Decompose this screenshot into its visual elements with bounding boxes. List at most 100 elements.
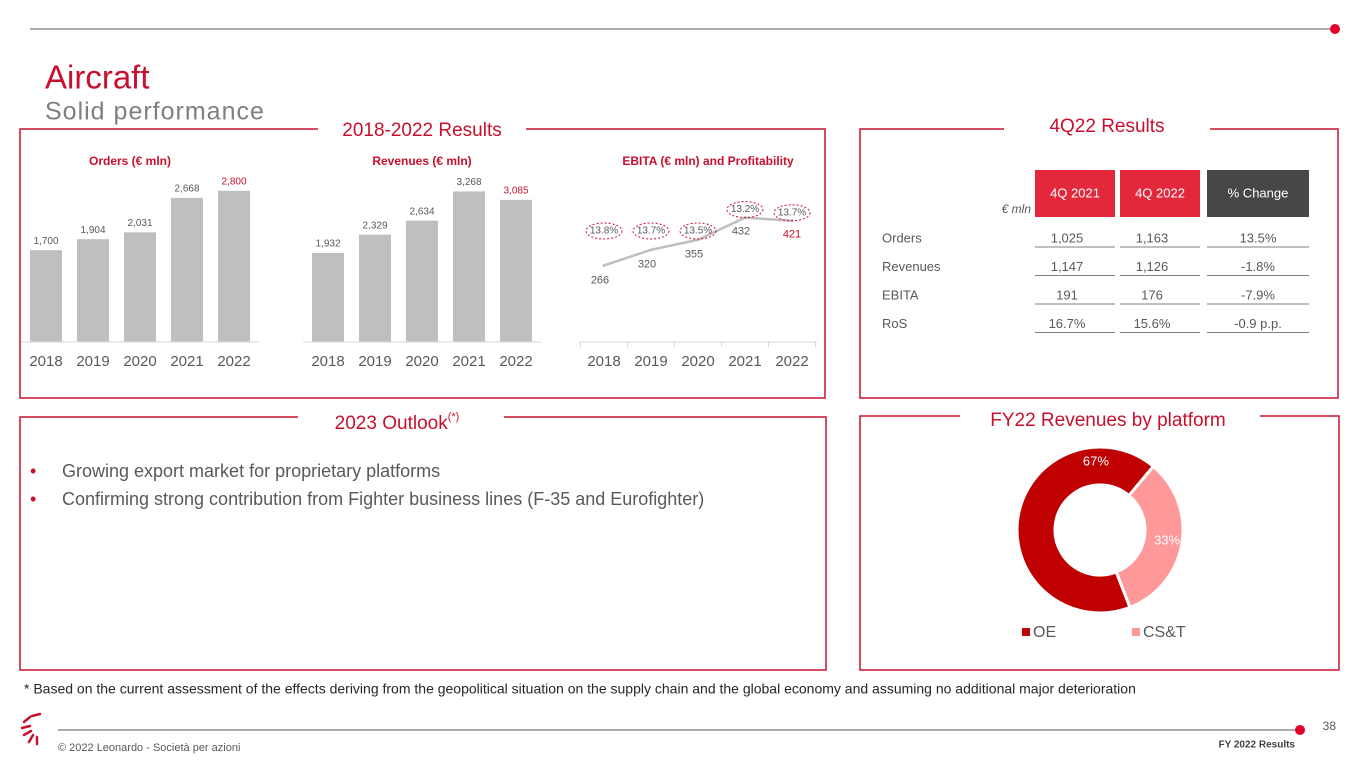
donut-slice bbox=[1114, 464, 1185, 610]
bar bbox=[77, 239, 109, 342]
x-tick-label: 2020 bbox=[405, 353, 438, 370]
x-tick-label: 2020 bbox=[681, 353, 714, 370]
row-label: EBITA bbox=[882, 287, 919, 302]
value-label: 1,904 bbox=[80, 225, 105, 236]
value-label: 1,700 bbox=[33, 236, 58, 247]
header-bg bbox=[298, 406, 504, 428]
donut-slice bbox=[1015, 445, 1156, 615]
section-header: 4Q22 Results bbox=[1049, 116, 1164, 137]
x-tick-label: 2020 bbox=[123, 353, 156, 370]
x-tick-label: 2021 bbox=[170, 353, 203, 370]
column-header bbox=[1120, 170, 1200, 217]
outlook-item: Confirming strong contribution from Figh… bbox=[62, 489, 704, 509]
ratio-label: 13.5% bbox=[684, 226, 712, 237]
header-bg bbox=[318, 118, 526, 140]
x-tick-label: 2019 bbox=[634, 353, 667, 370]
subtitle: Solid performance bbox=[45, 98, 265, 126]
column-label: 4Q 2021 bbox=[1050, 185, 1100, 200]
bar bbox=[30, 250, 62, 342]
row-label: Revenues bbox=[882, 259, 941, 274]
bottom-dot bbox=[1295, 725, 1305, 735]
header-bg bbox=[1004, 116, 1210, 138]
point bbox=[649, 248, 653, 252]
cell: 176 bbox=[1141, 287, 1163, 302]
bullet: • bbox=[30, 461, 36, 481]
ratio-label: 13.8% bbox=[590, 226, 618, 237]
cell: 16.7% bbox=[1049, 316, 1086, 331]
x-tick-label: 2018 bbox=[29, 353, 62, 370]
bullet: • bbox=[30, 489, 36, 509]
logo bbox=[20, 712, 42, 746]
top-dot bbox=[1330, 24, 1340, 34]
legend-label: CS&T bbox=[1143, 624, 1186, 641]
x-tick-label: 2018 bbox=[311, 353, 344, 370]
note-mark: (*) bbox=[448, 411, 460, 423]
column-label: % Change bbox=[1228, 185, 1289, 200]
ratio-marker bbox=[726, 201, 764, 219]
x-tick-label: 2018 bbox=[587, 353, 620, 370]
slice-label: 67% bbox=[1083, 454, 1109, 469]
cell: 191 bbox=[1056, 287, 1078, 302]
x-tick-label: 2021 bbox=[728, 353, 761, 370]
value-label: 421 bbox=[783, 229, 801, 241]
value-label: 355 bbox=[685, 249, 703, 261]
ratio-label: 13.2% bbox=[731, 204, 759, 215]
x-tick-label: 2019 bbox=[358, 353, 391, 370]
ratio-marker bbox=[585, 222, 623, 240]
copyright: © 2022 Leonardo - Società per azioni bbox=[58, 742, 240, 754]
chart-title: EBITA (€ mln) and Profitability bbox=[622, 154, 794, 168]
chart-title: Orders (€ mln) bbox=[89, 154, 171, 168]
legend-label: OE bbox=[1033, 624, 1056, 641]
x-tick-label: 2022 bbox=[775, 353, 808, 370]
value-label: 2,031 bbox=[127, 218, 152, 229]
cell: -1.8% bbox=[1241, 259, 1275, 274]
bar bbox=[359, 234, 391, 342]
bar bbox=[312, 252, 344, 342]
x-tick-label: 2022 bbox=[499, 353, 532, 370]
outlook-box bbox=[19, 416, 827, 671]
header-bg bbox=[960, 406, 1260, 428]
cell: 1,025 bbox=[1051, 230, 1084, 245]
cell: -7.9% bbox=[1241, 287, 1275, 302]
row-label: RoS bbox=[882, 316, 908, 331]
row-label: Orders bbox=[882, 230, 922, 245]
report-name: FY 2022 Results bbox=[1218, 740, 1295, 751]
cell: 1,163 bbox=[1136, 230, 1169, 245]
chart-title: Revenues (€ mln) bbox=[372, 154, 471, 168]
cell: 13.5% bbox=[1240, 230, 1277, 245]
legend-swatch bbox=[1022, 628, 1030, 636]
footnote: * Based on the current assessment of the… bbox=[24, 681, 1136, 697]
page-number: 38 bbox=[1323, 719, 1337, 733]
value-label: 432 bbox=[732, 225, 750, 237]
value-label: 320 bbox=[638, 259, 656, 271]
cell: 1,126 bbox=[1136, 259, 1169, 274]
value-label: 1,932 bbox=[315, 239, 340, 250]
bar bbox=[453, 191, 485, 342]
unit-label: € mln bbox=[1002, 202, 1032, 216]
ratio-label: 13.7% bbox=[778, 207, 806, 218]
ratio-marker bbox=[679, 222, 717, 240]
section-header: 2023 Outlook(*) bbox=[335, 411, 460, 434]
x-tick-label: 2021 bbox=[452, 353, 485, 370]
section-header: 2018-2022 Results bbox=[342, 120, 502, 141]
value-label: 3,268 bbox=[456, 177, 481, 188]
value-label: 2,634 bbox=[409, 206, 434, 217]
bar bbox=[171, 197, 203, 342]
column-header bbox=[1035, 170, 1115, 217]
ratio-marker bbox=[632, 222, 670, 240]
value-label: 3,085 bbox=[503, 185, 528, 196]
point bbox=[602, 263, 606, 267]
outlook-title: 2023 Outlook bbox=[335, 413, 449, 434]
value-label: 2,329 bbox=[362, 220, 387, 231]
value-label: 2,800 bbox=[221, 176, 246, 187]
value-label: 266 bbox=[591, 274, 609, 286]
bar bbox=[406, 220, 438, 342]
cell: 15.6% bbox=[1134, 316, 1171, 331]
x-tick-label: 2019 bbox=[76, 353, 109, 370]
value-label: 2,668 bbox=[174, 184, 199, 195]
legend-swatch bbox=[1132, 628, 1140, 636]
column-label: 4Q 2022 bbox=[1135, 185, 1185, 200]
title: Aircraft bbox=[45, 59, 150, 96]
ratio-label: 13.7% bbox=[637, 226, 665, 237]
